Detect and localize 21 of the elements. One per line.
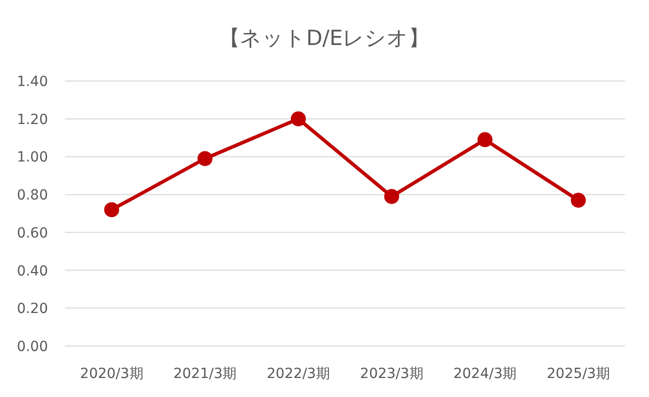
point [570, 192, 586, 208]
x-tick-label: 2021/3期 [173, 366, 237, 382]
point [198, 151, 212, 166]
point [290, 111, 306, 126]
x-tick-label: 2024/3期 [453, 366, 517, 382]
point [384, 188, 400, 204]
y-tick-label: 0.00 [16, 339, 48, 355]
x-tick-label: 2020/3期 [80, 366, 144, 382]
y-tick-label: 1.20 [16, 112, 48, 128]
point [104, 202, 120, 218]
y-tick-label: 1.40 [16, 74, 48, 90]
y-tick-label: 0.80 [16, 188, 48, 204]
y-tick-label: 0.60 [16, 225, 48, 242]
chart-title: 【ネットD/Eレシオ】 [219, 26, 430, 50]
x-tick-label: 2023/3期 [360, 366, 424, 382]
y-tick-label: 1.00 [16, 150, 48, 166]
y-tick-label: 0.20 [16, 301, 48, 318]
x-tick-label: 2025/3期 [546, 366, 610, 382]
x-tick-label: 2022/3期 [266, 366, 330, 382]
point [478, 132, 492, 148]
y-tick-label: 0.40 [16, 263, 48, 280]
